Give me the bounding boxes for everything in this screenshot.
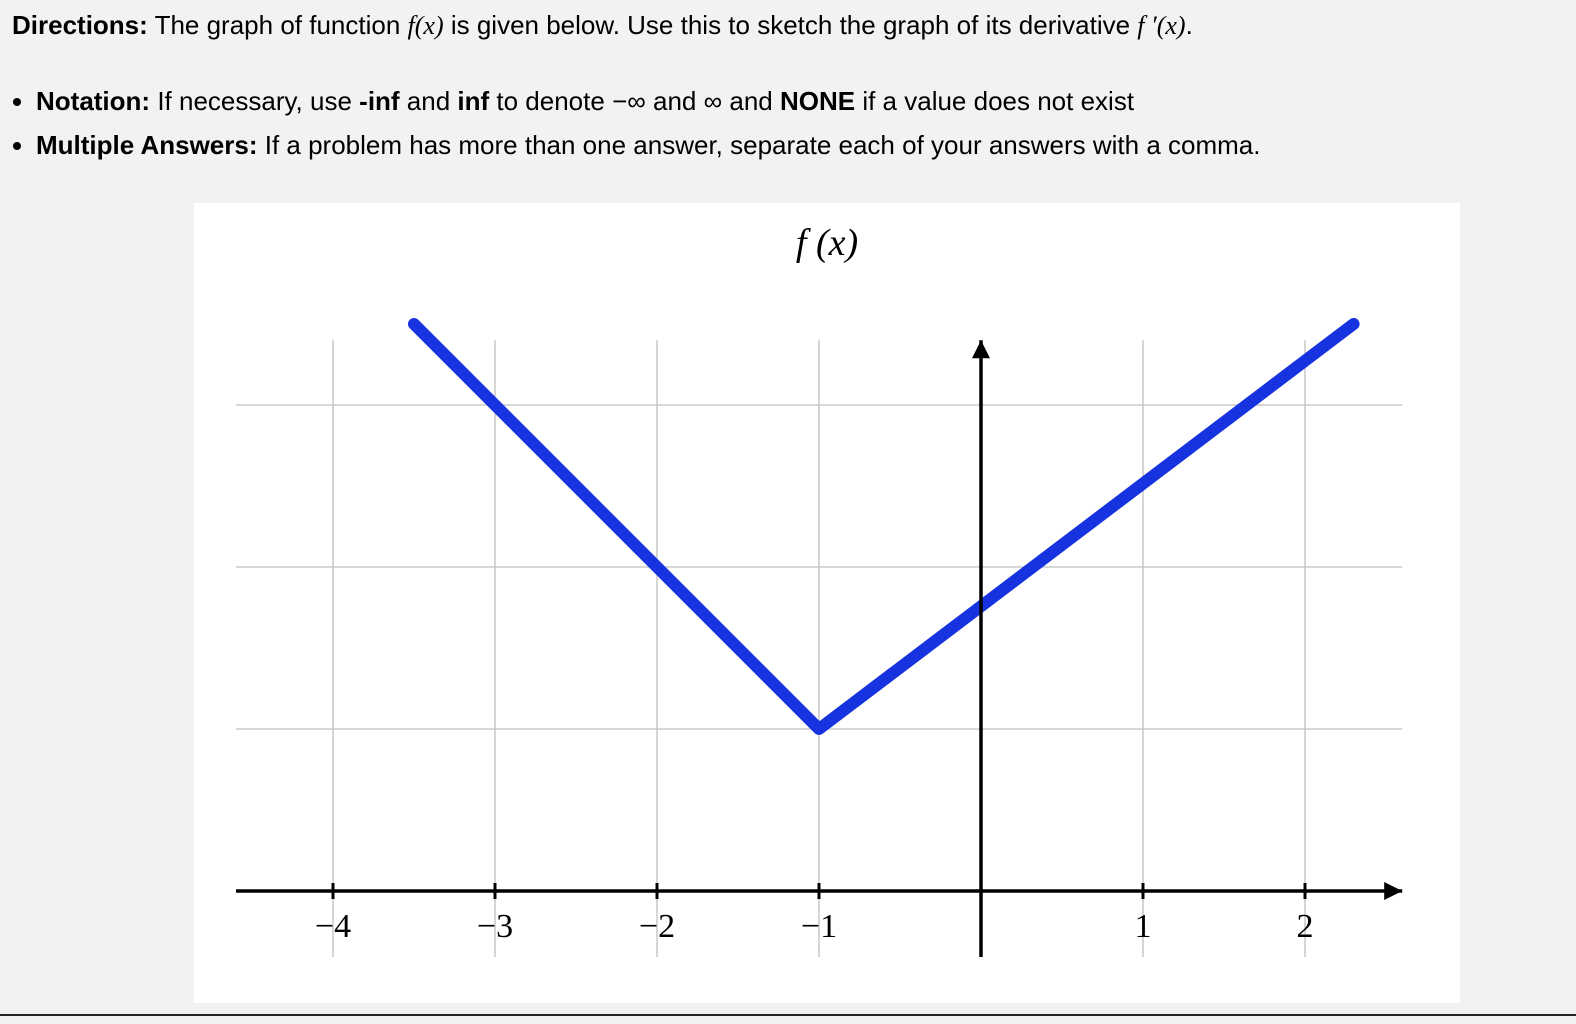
directions-text-2: is given below. Use this to sketch the g…	[444, 10, 1138, 40]
bn-p5: and	[722, 86, 780, 116]
svg-text:−1: −1	[801, 908, 837, 945]
bn-sym2: ∞	[704, 86, 723, 116]
bullet-notation: Notation: If necessary, use -inf and inf…	[36, 79, 1564, 123]
svg-text:−3: −3	[477, 908, 513, 945]
bn-p4: and	[646, 86, 704, 116]
chart-svg: −4−3−2−112x	[236, 287, 1406, 957]
bn-b2: inf	[457, 86, 489, 116]
bullet-multiple-body: If a problem has more than one answer, s…	[258, 130, 1261, 160]
fn-fprime: f ′(x)	[1137, 11, 1185, 40]
bn-p6: if a value does not exist	[855, 86, 1134, 116]
directions-text-1: The graph of function	[148, 10, 408, 40]
page-root: Directions: The graph of function f(x) i…	[0, 0, 1576, 1024]
bn-p3: to denote	[489, 86, 612, 116]
svg-text:−2: −2	[639, 908, 675, 945]
directions-text-3: .	[1186, 10, 1193, 40]
svg-text:1: 1	[1135, 908, 1152, 945]
svg-text:2: 2	[1297, 908, 1314, 945]
bullet-multiple-label: Multiple Answers:	[36, 130, 258, 160]
bn-sym1: −∞	[612, 86, 646, 116]
directions-label: Directions:	[12, 10, 148, 40]
bottom-rule	[0, 1014, 1576, 1016]
bullet-multiple: Multiple Answers: If a problem has more …	[36, 123, 1564, 167]
directions-line: Directions: The graph of function f(x) i…	[0, 0, 1576, 49]
svg-text:−4: −4	[315, 908, 351, 945]
chart-title: f (x)	[796, 221, 858, 265]
bn-p2: and	[400, 86, 458, 116]
bn-b3: NONE	[780, 86, 855, 116]
bullet-notation-label: Notation:	[36, 86, 150, 116]
instruction-bullets: Notation: If necessary, use -inf and inf…	[0, 75, 1576, 177]
bn-p1: If necessary, use	[150, 86, 359, 116]
bn-b1: -inf	[359, 86, 399, 116]
plot-area: −4−3−2−112x	[236, 287, 1406, 957]
fn-fx: f(x)	[408, 11, 444, 40]
chart-container: f (x) −4−3−2−112x	[194, 203, 1460, 1003]
